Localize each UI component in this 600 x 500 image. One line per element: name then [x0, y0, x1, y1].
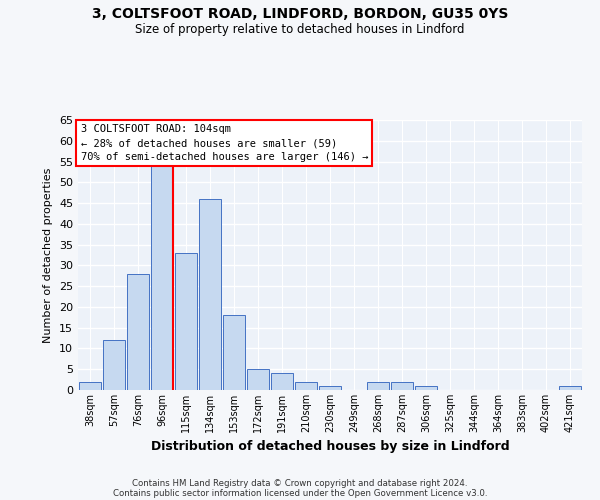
Bar [247, 369, 269, 390]
Bar [367, 382, 389, 390]
Y-axis label: Number of detached properties: Number of detached properties [43, 168, 53, 342]
Text: Size of property relative to detached houses in Lindford: Size of property relative to detached ho… [135, 22, 465, 36]
Bar [559, 386, 581, 390]
Bar [199, 199, 221, 390]
Bar [319, 386, 341, 390]
Bar [79, 382, 101, 390]
Bar [271, 374, 293, 390]
Bar [295, 382, 317, 390]
Bar [415, 386, 437, 390]
Text: Contains public sector information licensed under the Open Government Licence v3: Contains public sector information licen… [113, 488, 487, 498]
Text: Contains HM Land Registry data © Crown copyright and database right 2024.: Contains HM Land Registry data © Crown c… [132, 478, 468, 488]
Bar [127, 274, 149, 390]
Bar [223, 315, 245, 390]
Bar [391, 382, 413, 390]
Text: 3 COLTSFOOT ROAD: 104sqm
← 28% of detached houses are smaller (59)
70% of semi-d: 3 COLTSFOOT ROAD: 104sqm ← 28% of detach… [80, 124, 368, 162]
Text: 3, COLTSFOOT ROAD, LINDFORD, BORDON, GU35 0YS: 3, COLTSFOOT ROAD, LINDFORD, BORDON, GU3… [92, 8, 508, 22]
Bar [151, 166, 173, 390]
Bar [175, 253, 197, 390]
X-axis label: Distribution of detached houses by size in Lindford: Distribution of detached houses by size … [151, 440, 509, 454]
Bar [103, 340, 125, 390]
